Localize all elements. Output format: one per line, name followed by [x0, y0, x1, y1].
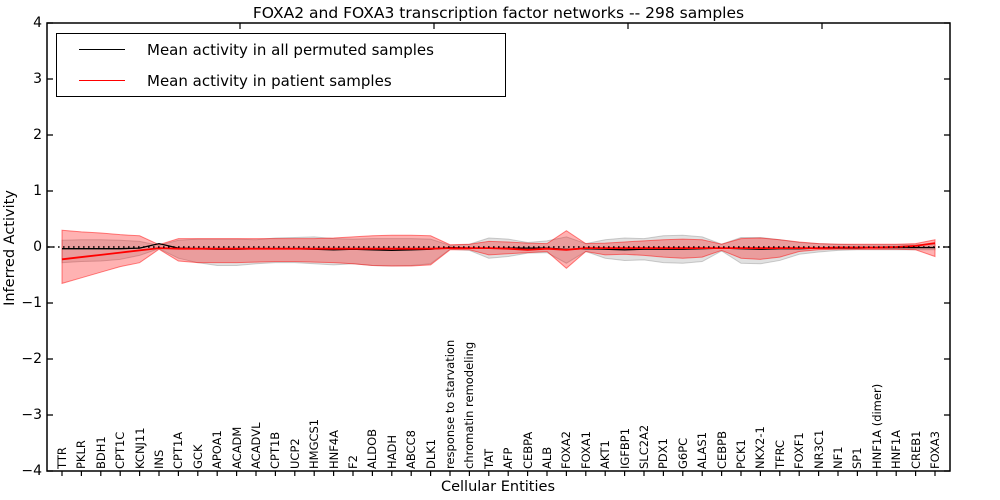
x-tick-label: NKX2-1 — [753, 426, 768, 469]
x-tick-label: HADH — [384, 434, 399, 469]
y-tick-label: 3 — [33, 71, 42, 87]
x-tick-label: HNF1A — [889, 429, 904, 469]
y-tick-label: −3 — [21, 407, 42, 423]
x-tick-label: GCK — [190, 444, 205, 469]
x-tick-label: CEBPA — [520, 431, 535, 469]
x-tick-label: G6PC — [675, 437, 690, 469]
x-tick-label: SLC2A2 — [637, 424, 651, 469]
x-tick-label: AKT1 — [598, 440, 613, 469]
patient-std-band — [61, 229, 936, 285]
y-tick-label: 2 — [33, 127, 42, 143]
x-tick-label: SP1 — [850, 447, 865, 469]
x-tick-label: NR3C1 — [811, 429, 826, 469]
x-tick-label: TTR — [55, 447, 69, 469]
x-tick-label: PCK1 — [734, 439, 748, 469]
x-tick-label: BDH1 — [93, 436, 108, 469]
x-tick-label: IGFBP1 — [617, 427, 632, 469]
x-tick-label: CPT1A — [171, 431, 186, 469]
x-tick-label: FOXA2 — [559, 431, 574, 469]
x-tick-label: UCP2 — [287, 438, 302, 469]
mean-patient-line — [61, 242, 936, 261]
x-tick-label: PDX1 — [656, 438, 671, 469]
patient-line-swatch — [79, 80, 125, 81]
legend-label-permuted: Mean activity in all permuted samples — [147, 40, 434, 59]
x-tick-label: INS — [152, 449, 166, 469]
x-tick-label: HMGCS1 — [307, 418, 322, 469]
x-tick-label: ALDOB — [365, 428, 380, 469]
x-tick-label: CPT1C — [113, 431, 128, 469]
x-tick-label: HNF4A — [326, 429, 341, 469]
x-axis-label: Cellular Entities — [440, 479, 556, 495]
y-tick-label: 4 — [33, 15, 42, 31]
x-tick-label: ACADM — [229, 426, 244, 469]
x-tick-label: chromatin remodeling — [462, 341, 477, 469]
x-tick-label: CPT1B — [268, 431, 283, 469]
x-tick-label: AFP — [501, 447, 516, 469]
x-tick-label: ACADVL — [249, 422, 263, 470]
y-tick-label: 1 — [33, 183, 42, 199]
x-tick-label: ABCC8 — [404, 430, 419, 469]
y-tick-label: −1 — [21, 295, 42, 311]
x-tick-label: KCNJ11 — [132, 427, 147, 469]
y-tick-label: −2 — [21, 351, 42, 367]
x-tick-label: FOXA3 — [928, 431, 942, 469]
permuted-line-swatch — [79, 49, 125, 50]
x-tick-label: PKLR — [74, 440, 89, 469]
x-tick-label: ALAS1 — [695, 431, 710, 469]
x-tick-label: F2 — [346, 455, 360, 469]
permuted-std-band — [61, 234, 936, 267]
x-tick-label: response to starvation — [443, 339, 457, 469]
x-tick-label: HNF1A (dimer) — [869, 383, 884, 469]
legend-item-patient: Mean activity in patient samples — [57, 66, 505, 96]
x-tick-label: CREB1 — [908, 430, 923, 470]
x-tick-label: ALB — [540, 446, 554, 469]
x-tick-label: CEBPB — [714, 430, 729, 469]
legend-item-permuted: Mean activity in all permuted samples — [57, 35, 505, 65]
y-tick-label: −4 — [21, 463, 42, 479]
x-tick-label: FOXF1 — [792, 432, 807, 469]
y-tick-label: 0 — [33, 239, 42, 255]
x-tick-label: DLK1 — [423, 438, 438, 469]
legend: Mean activity in all permuted samples Me… — [56, 33, 506, 97]
x-tick-label: TAT — [481, 448, 496, 469]
chart-title: FOXA2 and FOXA3 transcription factor net… — [252, 4, 745, 22]
x-tick-label: APOA1 — [210, 430, 225, 469]
x-tick-label: TFRC — [772, 439, 787, 469]
x-tick-label: FOXA1 — [578, 431, 593, 469]
x-tick-label: NF1 — [831, 446, 845, 469]
legend-label-patient: Mean activity in patient samples — [147, 71, 392, 90]
